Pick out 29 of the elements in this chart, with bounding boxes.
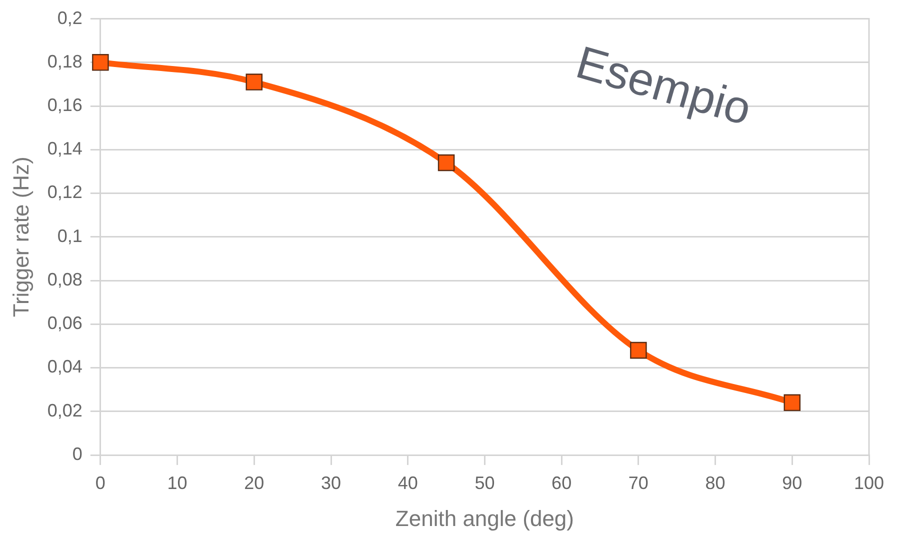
x-tick-label: 10: [167, 472, 188, 493]
y-tick-label: 0,08: [47, 269, 82, 290]
annotation: Esempio: [570, 36, 758, 135]
y-axis-title: Trigger rate (Hz): [8, 156, 34, 318]
x-tick-label: 80: [705, 472, 726, 493]
y-tick-label: 0,06: [47, 313, 82, 334]
x-tick-label: 50: [474, 472, 495, 493]
point: [784, 394, 801, 412]
y-tick-label: 0,12: [47, 182, 82, 202]
x-tick-label: 20: [244, 472, 264, 493]
x-axis-title: Zenith angle (deg): [395, 506, 574, 531]
x-tick-label: 70: [628, 472, 648, 493]
y-tick-label: 0,18: [47, 51, 82, 72]
x-tick-label: 0: [95, 472, 106, 493]
y-tick-label: 0,02: [47, 400, 82, 420]
x-tick-label: 30: [320, 472, 342, 493]
y-tick-label: 0,1: [57, 226, 82, 246]
point: [438, 154, 455, 172]
point: [630, 342, 647, 359]
y-tick-label: 0,04: [47, 356, 82, 377]
x-tick-label: 60: [552, 472, 572, 493]
y-tick-label: 0,16: [47, 95, 82, 116]
y-tick-label: 0: [72, 444, 82, 464]
x-tick-label: 40: [398, 472, 418, 493]
y-tick-label: 0,2: [57, 8, 82, 28]
y-tick-label: 0,14: [47, 138, 82, 159]
point: [246, 74, 263, 90]
x-tick-label: 90: [782, 472, 802, 493]
x-tick-label: 100: [854, 472, 884, 493]
